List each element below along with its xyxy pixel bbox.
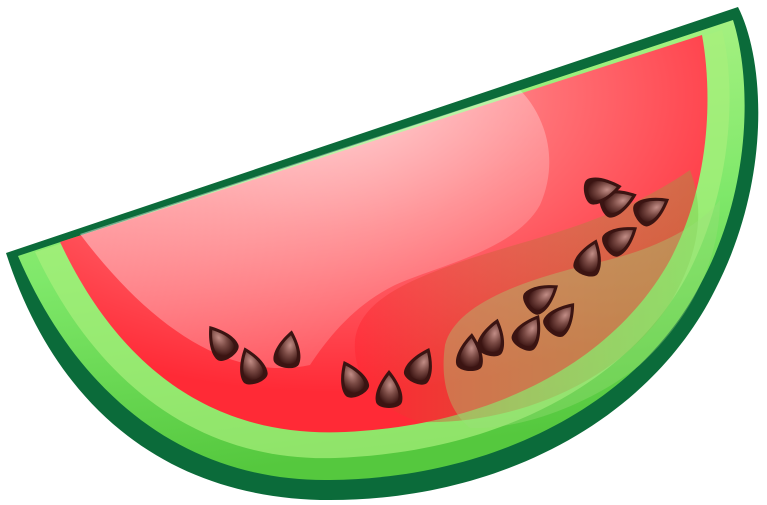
- seed: [633, 197, 670, 227]
- seed: [543, 303, 575, 337]
- seed-fill: [516, 319, 538, 347]
- seed-fill: [460, 338, 480, 367]
- seed: [209, 325, 239, 361]
- seed: [341, 361, 370, 398]
- seed-fill: [408, 352, 429, 381]
- seed-fill: [588, 181, 617, 201]
- seeds-group: [209, 177, 670, 408]
- seed: [523, 285, 559, 315]
- seed-fill: [481, 323, 501, 352]
- seed-fill: [637, 200, 665, 222]
- seed-fill: [379, 375, 399, 404]
- seed: [456, 333, 483, 371]
- rind-shadow-overlay: [443, 200, 720, 429]
- seed: [583, 177, 622, 205]
- seed: [273, 330, 301, 369]
- seed-fill: [277, 335, 297, 364]
- seed: [476, 318, 505, 357]
- seed-fill: [603, 193, 632, 214]
- seed-fill: [212, 330, 234, 357]
- seed: [602, 227, 638, 257]
- seed: [375, 370, 403, 408]
- seed: [403, 348, 432, 385]
- flesh-shine: [80, 90, 550, 369]
- seed-fill: [344, 365, 365, 394]
- seed-fill: [527, 288, 554, 310]
- seed: [511, 314, 541, 351]
- seed-fill: [577, 244, 598, 273]
- seed-fill: [606, 230, 633, 252]
- seed: [240, 347, 268, 385]
- seed-fill: [243, 352, 264, 381]
- seed-fill: [547, 306, 571, 333]
- seed: [573, 239, 601, 277]
